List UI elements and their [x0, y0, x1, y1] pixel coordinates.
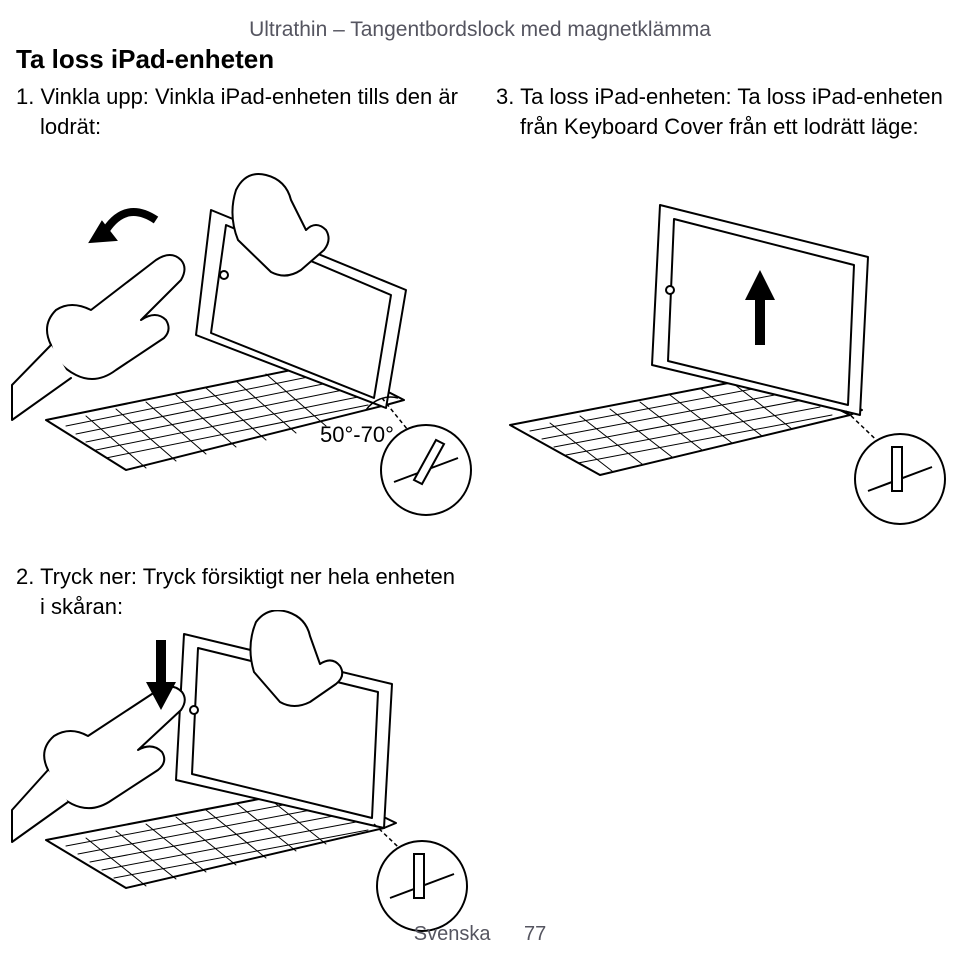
step-1-text: 1. Vinkla upp: Vinkla iPad-enheten tills…: [16, 82, 460, 141]
illustration-step-2: [6, 610, 476, 940]
step-3-text: 3. Ta loss iPad-enheten: Ta loss iPad-en…: [496, 82, 960, 141]
illustration-step-3: [490, 185, 950, 555]
angle-label: 50°-70°: [320, 422, 394, 448]
section-title: Ta loss iPad-enheten: [16, 44, 274, 75]
document-header: Ultrathin – Tangentbordslock med magnetk…: [0, 0, 960, 42]
page-footer: Svenska 77: [0, 923, 960, 946]
footer-page-number: 77: [524, 923, 546, 945]
illustration-step-1: [6, 160, 476, 560]
footer-language: Svenska: [414, 923, 491, 945]
